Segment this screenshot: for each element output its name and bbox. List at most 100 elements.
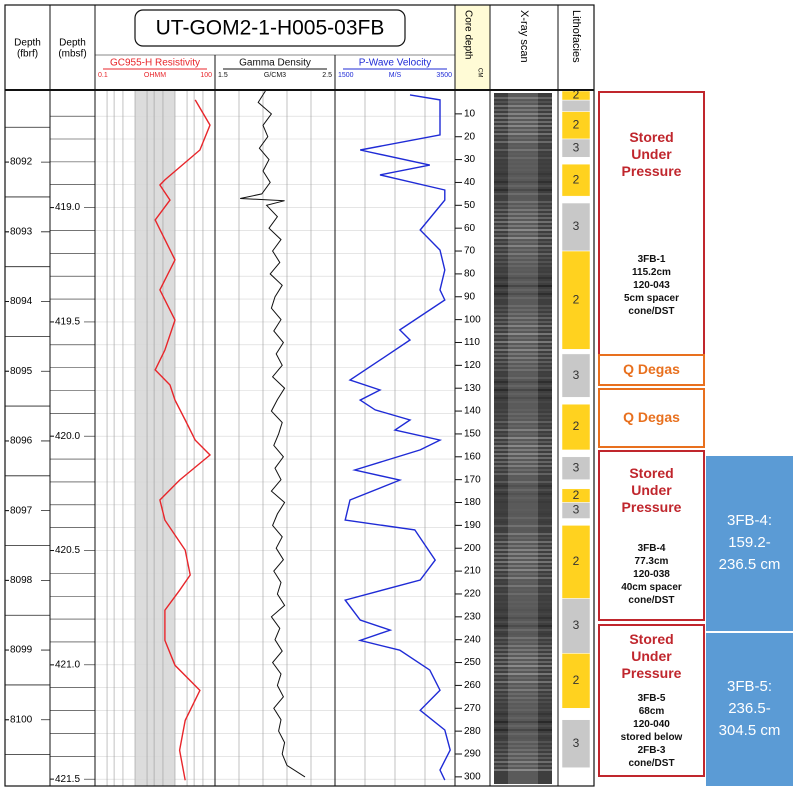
- mbsf-tick-label: 420.0: [55, 431, 80, 442]
- fbrf-tick-label: 8099: [10, 645, 33, 656]
- annotation-line: 2FB-3: [621, 744, 683, 757]
- core-tick-label: 170: [464, 474, 481, 485]
- core-tick-label: 210: [464, 566, 481, 577]
- scale-max: 3500: [436, 72, 452, 79]
- annotation-box: Stored Under Pressure 3FB-1115.2cm120-043…: [598, 91, 705, 356]
- depth-header: (mbsf): [58, 49, 86, 60]
- scale-min: 1.5: [218, 72, 228, 79]
- annotation-details: 3FB-1115.2cm120-0435cm spacercone/DST: [624, 253, 679, 318]
- fbrf-tick-label: 8100: [10, 714, 33, 725]
- annotation-line: 120-043: [624, 279, 679, 292]
- fbrf-tick-label: 8093: [10, 226, 33, 237]
- facies-label: 3: [573, 618, 580, 632]
- annotation-line: stored below: [621, 731, 683, 744]
- mbsf-tick-label: 419.0: [55, 202, 80, 213]
- core-unit: CM: [476, 68, 482, 77]
- core-tick-label: 260: [464, 680, 481, 691]
- mbsf-tick-label: 421.0: [55, 659, 80, 670]
- annotation-line: cone/DST: [621, 594, 682, 607]
- core-tick-label: 30: [464, 154, 476, 165]
- facies-label: 2: [573, 172, 580, 186]
- annotation-line: 3FB-1: [624, 253, 679, 266]
- litho-header: Lithofacies: [570, 10, 582, 63]
- scale-unit: M/S: [389, 72, 402, 79]
- fbrf-tick-label: 8094: [10, 296, 33, 307]
- mbsf-tick-label: 420.5: [55, 545, 80, 556]
- fbrf-tick-label: 8096: [10, 436, 33, 447]
- fbrf-tick-label: 8097: [10, 505, 33, 516]
- facies-label: 3: [573, 140, 580, 154]
- track-name: Gamma Density: [239, 58, 311, 69]
- annotation-heading: Q Degas: [617, 361, 687, 378]
- annotation-box: Q Degas: [598, 388, 705, 447]
- core-header: Core depth: [462, 10, 473, 59]
- facies-label: 2: [573, 554, 580, 568]
- scale-min: 1500: [338, 72, 354, 79]
- facies-label: 2: [573, 292, 580, 306]
- fbrf-tick-label: 8095: [10, 366, 33, 377]
- facies-label: 3: [573, 503, 580, 517]
- core-tick-label: 90: [464, 291, 476, 302]
- core-tick-label: 10: [464, 109, 476, 120]
- core-tick-label: 220: [464, 589, 481, 600]
- depth-header: Depth: [59, 38, 86, 49]
- track-name: P-Wave Velocity: [359, 58, 431, 69]
- core-tick-label: 80: [464, 269, 476, 280]
- annotation-line: 77.3cm: [621, 555, 682, 568]
- annotation-heading: Stored Under Pressure: [617, 129, 687, 180]
- core-tick-label: 140: [464, 406, 481, 417]
- scale-max: 100: [200, 72, 212, 79]
- log-curve: [345, 95, 450, 780]
- interval-box: 3FB-5: 236.5-304.5 cm: [705, 632, 794, 787]
- core-tick-label: 110: [464, 337, 480, 348]
- xray-header: X-ray scan: [518, 10, 530, 63]
- core-tick-label: 300: [464, 771, 481, 782]
- track-shade: [135, 91, 175, 786]
- core-tick-label: 270: [464, 703, 481, 714]
- annotation-box: Q Degas: [598, 354, 705, 386]
- core-tick-label: 60: [464, 223, 476, 234]
- annotation-heading: Q Degas: [617, 409, 687, 426]
- core-tick-label: 160: [464, 451, 481, 462]
- core-tick-label: 70: [464, 246, 476, 257]
- core-tick-label: 50: [464, 200, 476, 211]
- annotation-heading: Stored Under Pressure: [617, 631, 687, 682]
- annotation-details: 3FB-568cm120-040stored below2FB-3cone/DS…: [621, 692, 683, 770]
- facies-block: [562, 100, 590, 111]
- facies-label: 3: [573, 460, 580, 474]
- core-tick-label: 130: [464, 383, 481, 394]
- core-tick-label: 240: [464, 634, 481, 645]
- xray-band: [508, 93, 538, 784]
- fbrf-tick-label: 8092: [10, 157, 33, 168]
- facies-label: 3: [573, 219, 580, 233]
- title: UT-GOM2-1-H005-03FB: [156, 17, 385, 40]
- interval-box: 3FB-4: 159.2-236.5 cm: [705, 455, 794, 632]
- mbsf-tick-label: 419.5: [55, 317, 80, 328]
- core-tick-label: 150: [464, 429, 481, 440]
- facies-label: 2: [573, 117, 580, 131]
- annotation-box: Stored Under Pressure 3FB-568cm120-040sto…: [598, 624, 705, 777]
- annotation-line: 3FB-4: [621, 542, 682, 555]
- facies-label: 2: [573, 488, 580, 502]
- annotation-line: 115.2cm: [624, 266, 679, 279]
- scale-max: 2.5: [322, 72, 332, 79]
- core-tick-label: 280: [464, 726, 481, 737]
- annotation-line: 40cm spacer: [621, 581, 682, 594]
- scale-unit: OHMM: [144, 72, 166, 79]
- fbrf-tick-label: 8098: [10, 575, 33, 586]
- scale-min: 0.1: [98, 72, 108, 79]
- depth-header: (fbrf): [17, 49, 38, 60]
- core-tick-label: 20: [464, 131, 476, 142]
- annotation-line: 68cm: [621, 705, 683, 718]
- core-tick-label: 200: [464, 543, 481, 554]
- core-tick-label: 40: [464, 177, 476, 188]
- page: 223232323232323GC955-H Resistivity0.1OHM…: [0, 0, 794, 790]
- annotation-line: 120-040: [621, 718, 683, 731]
- core-tick-label: 180: [464, 497, 481, 508]
- core-tick-label: 120: [464, 360, 481, 371]
- core-tick-label: 190: [464, 520, 481, 531]
- annotation-line: 3FB-5: [621, 692, 683, 705]
- annotation-box: Stored Under Pressure3FB-477.3cm120-0384…: [598, 450, 705, 621]
- facies-label: 2: [573, 419, 580, 433]
- core-tick-label: 230: [464, 611, 481, 622]
